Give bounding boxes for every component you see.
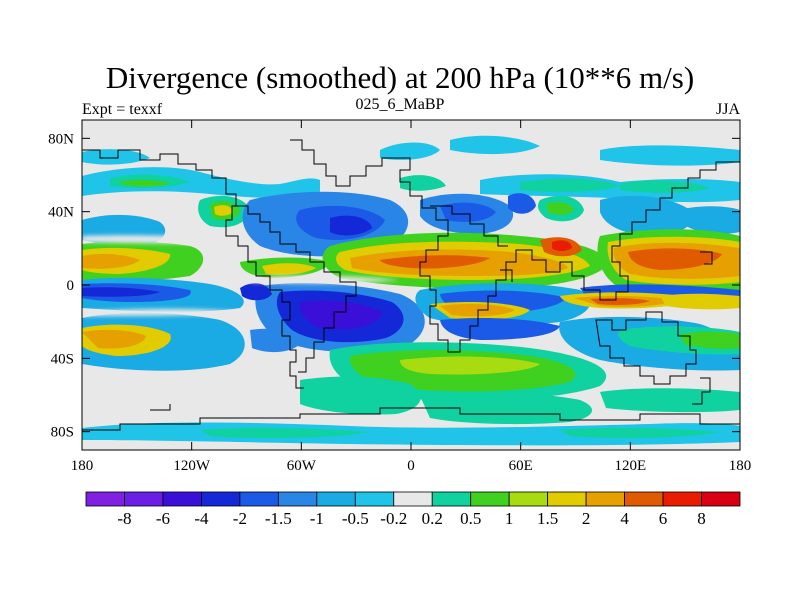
chart-title: Divergence (smoothed) at 200 hPa (10**6 … (105, 60, 695, 95)
x-tick-label: 0 (407, 458, 415, 474)
colorbar-label: 1 (505, 509, 514, 528)
colorbar-swatch (547, 491, 587, 507)
coastlines (82, 139, 740, 431)
southern-band (82, 374, 740, 446)
y-tick-label: 40S (51, 351, 74, 367)
colorbar-swatch (662, 491, 702, 507)
x-tick-label: 120E (614, 458, 646, 474)
colorbar-swatch (162, 491, 202, 507)
colorbar-label: -6 (156, 509, 170, 528)
midlatitude-south (82, 312, 740, 401)
x-axis: 180 120W 60W 0 60E 120E 180 (71, 120, 752, 474)
colorbar-label: -1 (310, 509, 324, 528)
y-tick-label: 0 (67, 278, 75, 294)
colorbar-label: 6 (659, 509, 668, 528)
x-tick-label: 180 (71, 458, 94, 474)
x-tick-label: 180 (729, 458, 752, 474)
colorbar-label: -8 (117, 509, 131, 528)
y-tick-label: 80N (48, 131, 74, 147)
colorbar-swatch (354, 491, 395, 507)
colorbar-label: 1.5 (537, 509, 558, 528)
colorbar-swatch (624, 491, 664, 507)
colorbar-label: 2 (582, 509, 591, 528)
colorbar-swatch (316, 491, 356, 507)
x-tick-label: 60E (509, 458, 533, 474)
colorbar-label: 0.5 (460, 509, 481, 528)
colorbar-swatch (85, 491, 125, 507)
colorbar-swatch (239, 491, 279, 507)
colorbar-swatch (277, 491, 318, 507)
colorbar-label: 8 (697, 509, 706, 528)
experiment-label: Expt = texxf (82, 101, 163, 118)
colorbar: -8 -6 -4 -2 -1.5 -1 -0.5 -0.2 0.2 0.5 1 1.5 2 4 6 8 (85, 491, 741, 528)
season-label: JJA (715, 101, 740, 118)
colorbar-swatch (124, 491, 164, 507)
divergence-field (82, 135, 740, 446)
northern-band (82, 135, 740, 203)
equatorial-band (82, 229, 740, 293)
y-tick-label: 40N (48, 205, 74, 221)
x-tick-label: 60W (287, 458, 317, 474)
colorbar-label: -1.5 (265, 509, 292, 528)
colorbar-label: -0.2 (380, 509, 407, 528)
colorbar-label: 0.2 (422, 509, 443, 528)
y-axis: 80N 40N 0 40S 80S (48, 131, 740, 441)
equatorial-negative (82, 277, 740, 352)
colorbar-swatch (508, 491, 549, 507)
colorbar-label: -4 (194, 509, 209, 528)
x-tick-label: 120W (173, 458, 211, 474)
colorbar-swatch (585, 491, 625, 507)
colorbar-swatch (701, 491, 741, 507)
colorbar-label: 4 (620, 509, 629, 528)
colorbar-swatch (201, 491, 241, 507)
colorbar-swatch (470, 491, 510, 507)
y-tick-label: 80S (51, 425, 74, 441)
colorbar-label: -0.5 (342, 509, 369, 528)
run-label: 025_6_MaBP (355, 96, 445, 113)
colorbar-swatch (393, 491, 433, 507)
colorbar-swatch (431, 491, 472, 507)
colorbar-label: -2 (233, 509, 247, 528)
